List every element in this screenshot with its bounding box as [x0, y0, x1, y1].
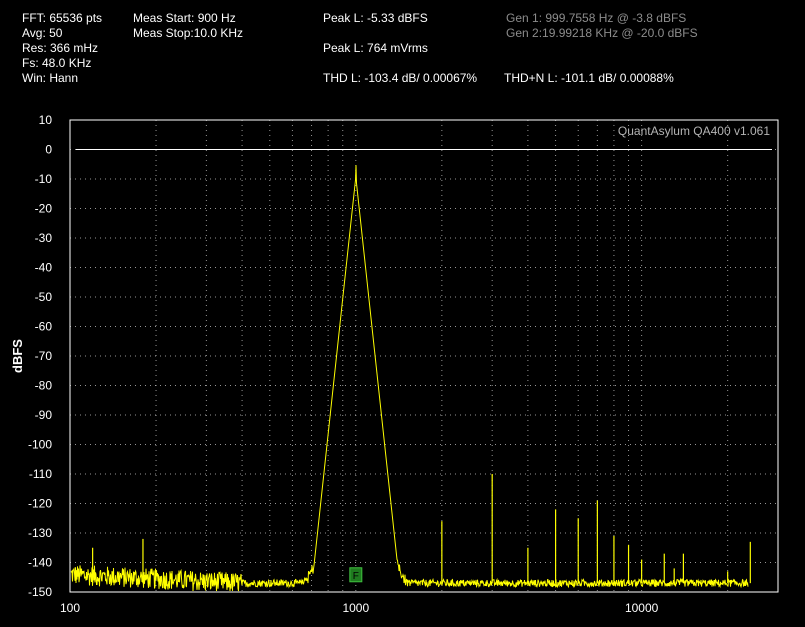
watermark-label: QuantAsylum QA400 v1.061: [618, 124, 770, 138]
y-tick-label: -120: [28, 497, 52, 511]
y-tick-label: -40: [35, 261, 53, 275]
y-tick-label: -20: [35, 202, 53, 216]
peak-vrms-label: Peak L: 764 mVrms: [323, 41, 428, 55]
y-tick-label: -70: [35, 349, 53, 363]
fft-points-label: FFT: 65536 pts: [22, 11, 103, 25]
spectrum-trace: [70, 165, 749, 592]
y-tick-label: -140: [28, 556, 52, 570]
y-tick-label: -10: [35, 172, 53, 186]
gen2-label: Gen 2:19.99218 KHz @ -20.0 dBFS: [506, 26, 698, 40]
y-tick-label: -130: [28, 526, 52, 540]
x-tick-label: 100: [60, 601, 80, 615]
gen1-label: Gen 1: 999.7558 Hz @ -3.8 dBFS: [506, 11, 687, 25]
fundamental-marker[interactable]: F: [349, 567, 363, 583]
y-axis-label: dBFS: [10, 339, 25, 373]
grid-lines: [69, 119, 779, 593]
fft-settings-block: FFT: 65536 pts Avg: 50 Res: 366 mHz Fs: …: [22, 11, 102, 86]
x-axis-ticks: 100 1000 10000: [60, 601, 659, 615]
meas-stop-label: Meas Stop:10.0 KHz: [133, 26, 244, 40]
harmonic-spurs: [92, 474, 751, 584]
y-tick-label: 10: [39, 113, 53, 127]
y-axis-ticks: 10 0 -10 -20 -30 -40 -50 -60 -70 -80 -90 -100 -110 -1…: [28, 113, 52, 599]
window-label: Win: Hann: [22, 71, 79, 85]
plot-frame: [69, 119, 779, 593]
marker-box: [349, 567, 363, 583]
y-tick-label: -90: [35, 408, 53, 422]
y-tick-label: -150: [28, 585, 52, 599]
x-tick-label: 1000: [342, 601, 369, 615]
y-tick-label: 0: [45, 143, 52, 157]
resolution-label: Res: 366 mHz: [22, 41, 99, 55]
marker-label: F: [353, 571, 359, 582]
y-tick-label: -100: [28, 438, 52, 452]
generator-block: Gen 1: 999.7558 Hz @ -3.8 dBFS Gen 2:19.…: [506, 11, 698, 41]
x-tick-label: 10000: [625, 601, 659, 615]
averages-label: Avg: 50: [22, 26, 63, 40]
meas-start-label: Meas Start: 900 Hz: [133, 11, 236, 25]
y-tick-label: -110: [29, 467, 52, 481]
measurement-range-block: Meas Start: 900 Hz Meas Stop:10.0 KHz: [133, 11, 243, 41]
thdn-label: THD+N L: -101.1 dB/ 0.00088%: [504, 71, 674, 85]
y-tick-label: -50: [35, 290, 53, 304]
peak-dbfs-label: Peak L: -5.33 dBFS: [323, 11, 428, 25]
y-tick-label: -80: [35, 379, 53, 393]
y-tick-label: -30: [35, 231, 53, 245]
sample-rate-label: Fs: 48.0 KHz: [22, 56, 92, 70]
thd-label: THD L: -103.4 dB/ 0.00067%: [323, 71, 478, 85]
y-tick-label: -60: [35, 320, 53, 334]
